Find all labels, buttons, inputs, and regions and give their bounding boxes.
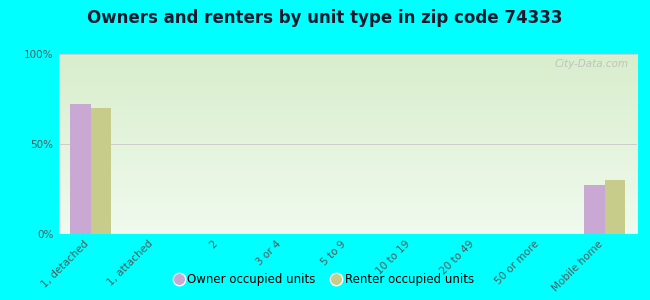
Bar	[70, 104, 90, 234]
Bar	[584, 185, 605, 234]
Text: Owners and renters by unit type in zip code 74333: Owners and renters by unit type in zip c…	[87, 9, 563, 27]
Bar	[90, 108, 111, 234]
Legend: Owner occupied units, Renter occupied units: Owner occupied units, Renter occupied un…	[171, 269, 479, 291]
Bar	[605, 180, 625, 234]
Text: City-Data.com: City-Data.com	[554, 59, 629, 69]
